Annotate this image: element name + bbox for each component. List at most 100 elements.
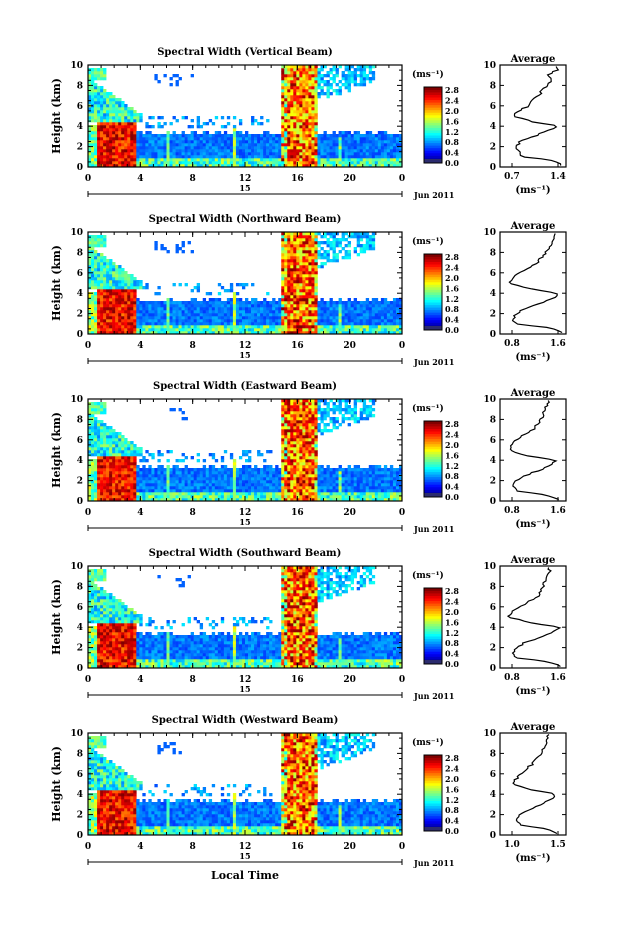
heatmap-cell xyxy=(338,137,342,141)
heatmap-cell xyxy=(103,116,107,120)
heatmap-cell xyxy=(266,143,270,147)
heatmap-cell xyxy=(308,244,312,248)
heatmap-cell xyxy=(115,143,119,147)
heatmap-cell xyxy=(251,498,255,502)
heatmap-cell xyxy=(115,277,119,281)
heatmap-cell xyxy=(100,110,104,114)
heatmap-cell xyxy=(175,152,179,156)
heatmap-cell xyxy=(371,316,376,320)
heatmap-cell xyxy=(335,161,339,165)
heatmap-cell xyxy=(196,134,201,138)
heatmap-cell xyxy=(97,149,101,153)
heatmap-cell xyxy=(290,80,294,84)
heatmap-cell xyxy=(386,140,391,144)
heatmap-cell xyxy=(347,131,351,135)
average-frame xyxy=(499,64,567,168)
heatmap-cell xyxy=(106,122,110,126)
heatmap-cell xyxy=(115,289,119,293)
heatmap-cell xyxy=(193,298,197,302)
heatmap-cell xyxy=(308,307,312,311)
heatmap-cell xyxy=(323,250,327,254)
heatmap-cell xyxy=(223,307,228,311)
heatmap-cell xyxy=(196,331,201,335)
heatmap-cell xyxy=(88,80,92,84)
heatmap-cell xyxy=(208,158,213,162)
heatmap-cell xyxy=(214,137,219,141)
heatmap-cell xyxy=(245,322,249,326)
heatmap-cell xyxy=(287,128,291,132)
heatmap-cell xyxy=(305,250,309,254)
heatmap-cell xyxy=(245,161,249,165)
heatmap-cell xyxy=(115,316,119,320)
heatmap-cell xyxy=(121,140,125,144)
heatmap-cell xyxy=(112,119,116,123)
heatmap-cell xyxy=(94,405,98,409)
heatmap-cell xyxy=(208,143,213,147)
heatmap-cell xyxy=(368,304,373,308)
heatmap-cell xyxy=(181,411,185,415)
heatmap-cell xyxy=(389,331,394,335)
heatmap-cell xyxy=(314,65,318,69)
heatmap-cell xyxy=(190,301,194,305)
heatmap-cell xyxy=(299,134,303,138)
heatmap-cell xyxy=(154,304,158,308)
heatmap-cell xyxy=(329,161,333,165)
heatmap-cell xyxy=(118,116,122,120)
heatmap-cell xyxy=(232,495,237,499)
heatmap-cell xyxy=(97,283,101,287)
heatmap-cell xyxy=(232,158,237,162)
heatmap-cell xyxy=(220,140,225,144)
heatmap-cell xyxy=(290,74,294,78)
heatmap-cell xyxy=(260,149,264,153)
heatmap-cell xyxy=(169,134,173,138)
heatmap-cell xyxy=(371,158,376,162)
heatmap-cell xyxy=(88,465,92,469)
heatmap-cell xyxy=(151,134,155,138)
heatmap-cell xyxy=(127,301,131,305)
y-tick-label: 2 xyxy=(77,310,83,320)
heatmap-cell xyxy=(380,328,385,332)
heatmap-cell xyxy=(124,283,128,287)
heatmap-cell xyxy=(106,140,110,144)
heatmap-cell xyxy=(130,116,134,120)
heatmap-cell xyxy=(133,310,137,314)
heatmap-cell xyxy=(103,426,107,430)
heatmap-cell xyxy=(254,301,258,305)
heatmap-cell xyxy=(226,122,231,126)
heatmap-cell xyxy=(88,238,92,242)
heatmap-cell xyxy=(344,149,348,153)
heatmap-cell xyxy=(214,325,219,329)
heatmap-cell xyxy=(103,77,107,81)
heatmap-cell xyxy=(109,301,113,305)
heatmap-cell xyxy=(275,328,279,332)
colorbar-segment xyxy=(424,294,442,298)
heatmap-cell xyxy=(145,146,149,150)
heatmap-cell xyxy=(97,331,101,335)
heatmap-cell xyxy=(235,304,240,308)
heatmap-cell xyxy=(178,480,182,484)
heatmap-cell xyxy=(302,71,306,75)
heatmap-cell xyxy=(163,140,167,144)
heatmap-cell xyxy=(377,313,382,317)
heatmap-cell xyxy=(232,459,237,463)
heatmap-cell xyxy=(211,149,216,153)
heatmap-cell xyxy=(94,471,98,475)
heatmap-cell xyxy=(175,137,179,141)
heatmap-cell xyxy=(100,161,104,165)
heatmap-cell xyxy=(392,140,397,144)
heatmap-cell xyxy=(287,241,291,245)
heatmap-cell xyxy=(226,486,231,490)
heatmap-cell xyxy=(91,247,95,251)
heatmap-cell xyxy=(199,301,204,305)
heatmap-cell xyxy=(91,86,95,90)
heatmap-cell xyxy=(124,119,128,123)
heatmap-cell xyxy=(287,158,291,162)
heatmap-cell xyxy=(163,134,167,138)
heatmap-cell xyxy=(302,232,306,236)
heatmap-cell xyxy=(287,253,291,257)
heatmap-cell xyxy=(362,328,367,332)
heatmap-cell xyxy=(341,143,345,147)
heatmap-cell xyxy=(121,319,125,323)
heatmap-cell xyxy=(184,480,188,484)
heatmap-cell xyxy=(139,486,143,490)
